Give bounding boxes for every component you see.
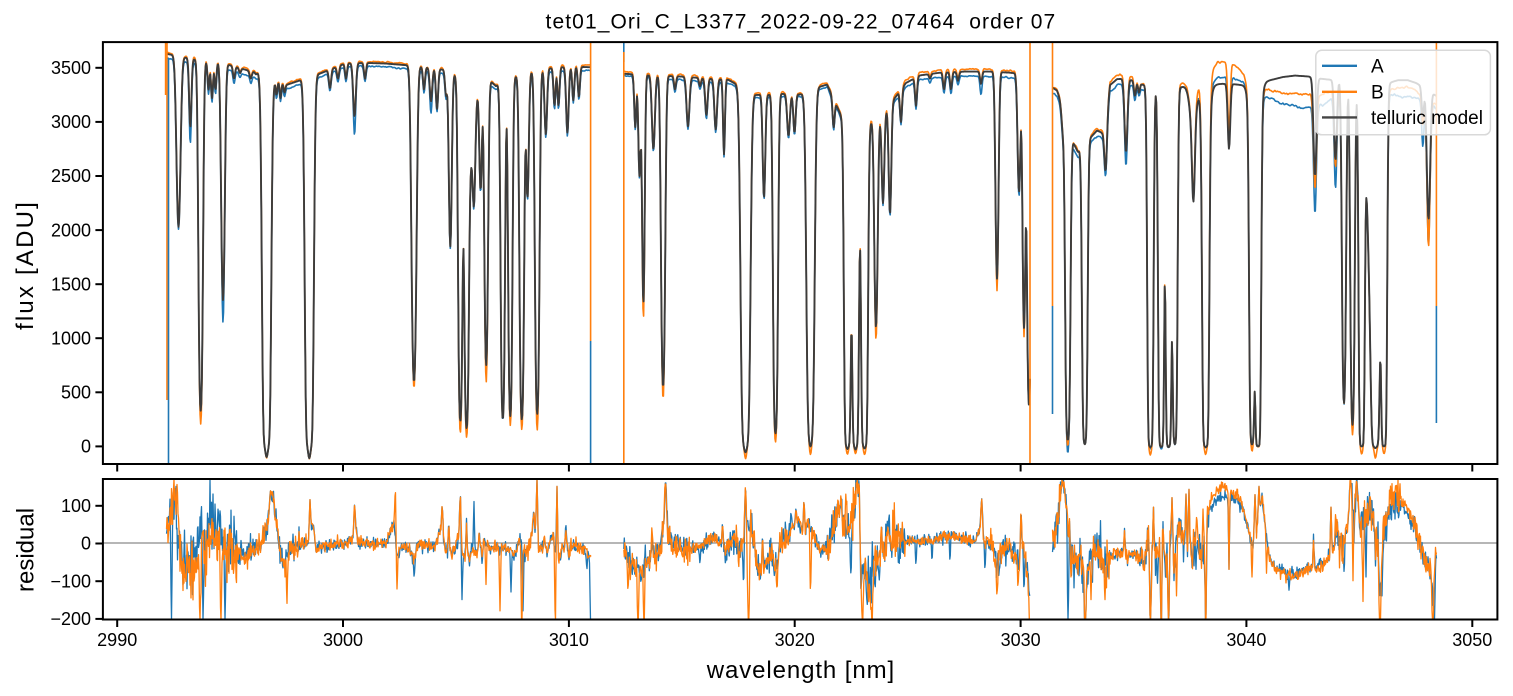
svg-text:3000: 3000 — [51, 112, 91, 132]
svg-text:100: 100 — [61, 496, 91, 516]
svg-text:B: B — [1371, 82, 1384, 103]
svg-text:2500: 2500 — [51, 166, 91, 186]
svg-text:1500: 1500 — [51, 274, 91, 294]
svg-text:3050: 3050 — [1452, 630, 1492, 650]
svg-text:3020: 3020 — [775, 630, 815, 650]
svg-text:0: 0 — [81, 534, 91, 554]
svg-text:tet01_Ori_C_L3377_2022-09-22_0: tet01_Ori_C_L3377_2022-09-22_07464 order… — [546, 11, 1057, 34]
svg-text:1000: 1000 — [51, 328, 91, 348]
svg-text:0: 0 — [81, 437, 91, 457]
svg-text:3010: 3010 — [549, 630, 589, 650]
svg-text:A: A — [1371, 56, 1384, 77]
svg-text:flux [ADU]: flux [ADU] — [12, 200, 39, 330]
svg-text:−200: −200 — [50, 609, 91, 629]
svg-text:3040: 3040 — [1226, 630, 1266, 650]
svg-text:telluric model: telluric model — [1371, 108, 1483, 129]
svg-text:3500: 3500 — [51, 58, 91, 78]
svg-text:wavelength [nm]: wavelength [nm] — [706, 657, 895, 684]
svg-text:residual: residual — [12, 508, 39, 592]
svg-text:2000: 2000 — [51, 220, 91, 240]
svg-text:3030: 3030 — [1001, 630, 1041, 650]
svg-text:3000: 3000 — [323, 630, 363, 650]
svg-text:500: 500 — [61, 383, 91, 403]
svg-text:−100: −100 — [50, 571, 91, 591]
svg-text:2990: 2990 — [97, 630, 137, 650]
